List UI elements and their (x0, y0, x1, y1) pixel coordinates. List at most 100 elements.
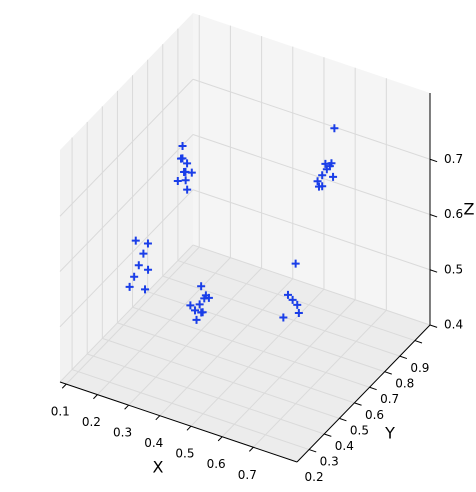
z-tick-label: 0.4 (444, 318, 463, 332)
point (183, 159, 192, 168)
grid-line (192, 244, 431, 326)
point (204, 293, 213, 302)
point (130, 272, 139, 281)
y-tick-label: 0.8 (395, 377, 414, 391)
z-tick-label: 0.5 (444, 262, 463, 276)
tick-mark (324, 433, 332, 437)
point (173, 177, 182, 185)
point (191, 306, 200, 315)
point (293, 300, 302, 309)
tick-mark (399, 355, 408, 360)
grid-line (59, 134, 194, 272)
tick-mark (124, 404, 129, 410)
point (177, 154, 186, 163)
tick-mark (339, 417, 347, 422)
y-tick-label: 0.3 (320, 454, 339, 468)
x-axis (59, 381, 298, 463)
point (131, 236, 140, 245)
point (329, 172, 338, 181)
point (330, 124, 339, 133)
tick-mark (61, 383, 67, 389)
grid-line (162, 275, 400, 357)
y-tick-label: 0.6 (365, 408, 384, 422)
grid-line (59, 244, 194, 383)
grid-line (59, 189, 194, 328)
point (125, 282, 134, 291)
floor-pane (60, 245, 430, 462)
grid-line (87, 353, 325, 435)
grid-line (190, 288, 325, 427)
grid-line (192, 189, 431, 271)
point (314, 182, 323, 191)
point (294, 309, 303, 318)
point (186, 301, 195, 310)
point (139, 249, 148, 258)
grid-line (102, 337, 340, 419)
x-tick-label: 0.3 (113, 426, 132, 440)
grid-line (221, 299, 356, 438)
grid-line (132, 306, 370, 388)
tick-mark (369, 386, 377, 391)
y-tick-label: 0.5 (350, 423, 369, 437)
tick-mark (155, 415, 161, 421)
tick-mark (414, 340, 423, 344)
point (178, 141, 187, 150)
tick-mark (308, 449, 317, 453)
tick-mark (248, 446, 254, 452)
grid-line (117, 322, 355, 404)
z-tick-label: 0.6 (444, 207, 463, 221)
point (141, 285, 150, 294)
point (181, 167, 190, 176)
grid-line (159, 278, 294, 417)
back-pane (193, 13, 430, 325)
left-pane (60, 13, 193, 382)
grid-line (65, 246, 200, 385)
tick-mark (186, 425, 192, 431)
x-tick-label: 0.6 (207, 457, 226, 471)
y-axis (296, 324, 431, 463)
point (288, 295, 297, 304)
point (143, 239, 152, 248)
point (144, 265, 153, 274)
grid-line (192, 78, 431, 160)
z-tick-label: 0.7 (444, 152, 463, 166)
y-tick-label: 0.9 (410, 361, 429, 375)
grid-line (71, 369, 310, 451)
tick-mark (429, 158, 438, 163)
grid-line (59, 78, 194, 217)
tick-mark (384, 371, 392, 375)
point (321, 159, 330, 168)
tick-mark (93, 394, 98, 400)
tick-mark (429, 269, 438, 273)
grid-line (252, 309, 387, 448)
y-tick-label: 0.2 (305, 470, 324, 484)
x-tick-label: 0.5 (175, 447, 194, 461)
point (283, 290, 292, 299)
point (195, 300, 204, 309)
x-tick-label: 0.2 (82, 415, 101, 429)
grid-line (128, 267, 262, 406)
tick-mark (354, 402, 362, 406)
x-tick-label: 0.1 (51, 405, 70, 419)
point (291, 259, 300, 268)
y-tick-label: 0.7 (380, 392, 399, 406)
x-axis-label: X (153, 458, 164, 477)
z-axis-label: Z (464, 200, 475, 219)
x-tick-label: 0.4 (144, 436, 163, 450)
x-tick-label: 0.7 (238, 468, 257, 482)
tick-mark (429, 214, 438, 218)
grid-line (192, 134, 431, 215)
point (134, 261, 143, 270)
tick-mark (429, 324, 438, 328)
point (313, 177, 322, 186)
tick-mark (217, 436, 223, 442)
y-tick-label: 0.4 (335, 439, 354, 453)
point (197, 282, 206, 291)
point (181, 176, 190, 185)
point (197, 308, 206, 317)
point (183, 185, 192, 194)
point (325, 162, 334, 171)
point (279, 313, 288, 322)
y-axis-label: Y (384, 424, 395, 443)
